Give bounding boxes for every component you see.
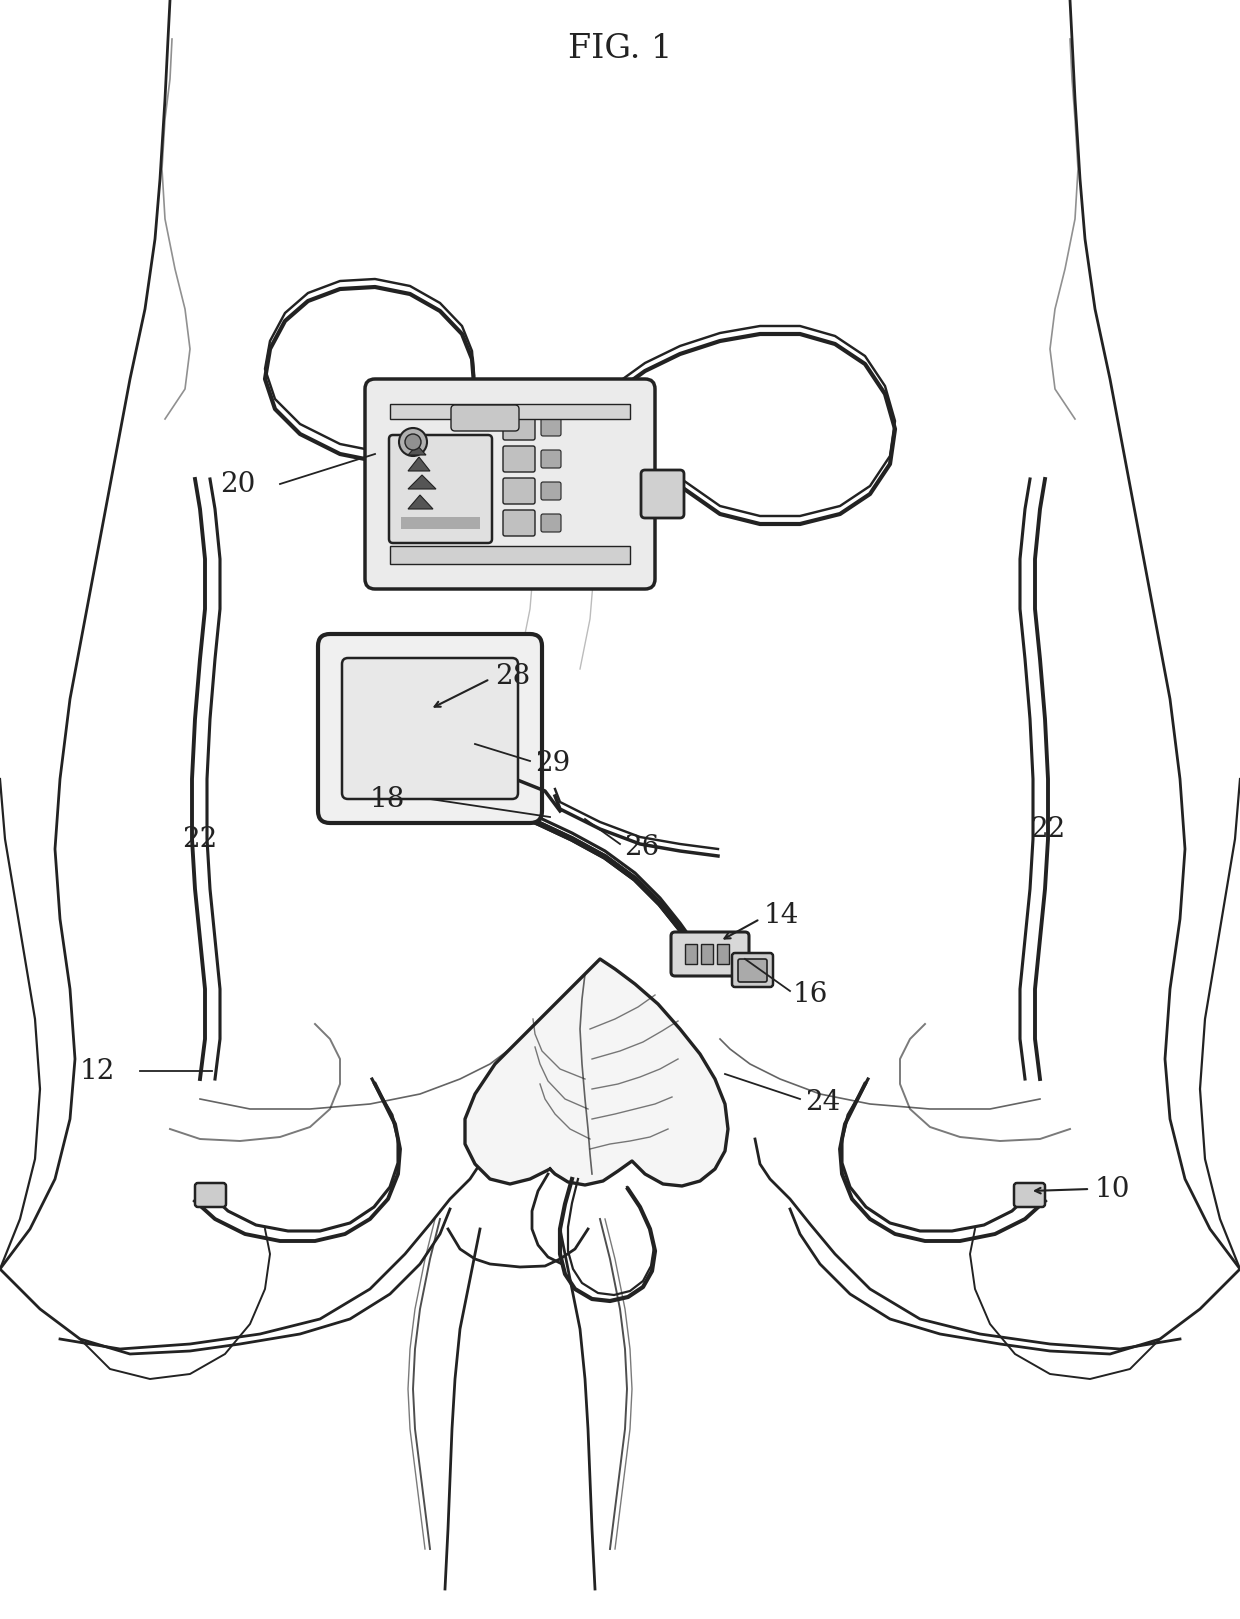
Polygon shape bbox=[465, 958, 728, 1187]
FancyBboxPatch shape bbox=[541, 513, 560, 533]
FancyBboxPatch shape bbox=[503, 478, 534, 504]
FancyBboxPatch shape bbox=[541, 418, 560, 436]
Polygon shape bbox=[408, 445, 427, 455]
Polygon shape bbox=[408, 457, 430, 471]
FancyBboxPatch shape bbox=[365, 379, 655, 589]
FancyBboxPatch shape bbox=[641, 470, 684, 518]
Circle shape bbox=[405, 434, 422, 450]
Bar bbox=[401, 516, 480, 529]
FancyBboxPatch shape bbox=[738, 958, 768, 983]
FancyBboxPatch shape bbox=[389, 436, 492, 542]
FancyBboxPatch shape bbox=[503, 510, 534, 536]
FancyBboxPatch shape bbox=[503, 445, 534, 473]
FancyBboxPatch shape bbox=[342, 657, 518, 800]
Text: 26: 26 bbox=[624, 834, 660, 861]
Text: 22: 22 bbox=[1030, 816, 1065, 842]
Text: 24: 24 bbox=[805, 1088, 841, 1115]
Text: 14: 14 bbox=[764, 902, 800, 929]
Bar bbox=[717, 944, 729, 963]
FancyBboxPatch shape bbox=[317, 635, 542, 822]
FancyBboxPatch shape bbox=[451, 405, 520, 431]
Text: 10: 10 bbox=[1095, 1175, 1131, 1203]
Polygon shape bbox=[408, 495, 433, 508]
Text: 28: 28 bbox=[495, 662, 531, 690]
FancyBboxPatch shape bbox=[541, 482, 560, 500]
Text: 18: 18 bbox=[370, 785, 405, 813]
FancyBboxPatch shape bbox=[541, 450, 560, 468]
Bar bbox=[701, 944, 713, 963]
Text: 12: 12 bbox=[79, 1057, 115, 1085]
Text: 29: 29 bbox=[534, 750, 570, 777]
Text: 20: 20 bbox=[219, 471, 255, 497]
Circle shape bbox=[399, 427, 427, 457]
Text: 16: 16 bbox=[794, 981, 828, 1007]
FancyBboxPatch shape bbox=[1014, 1183, 1045, 1208]
FancyBboxPatch shape bbox=[732, 954, 773, 988]
FancyBboxPatch shape bbox=[195, 1183, 226, 1208]
Text: 22: 22 bbox=[182, 826, 217, 853]
Polygon shape bbox=[408, 474, 436, 489]
Bar bbox=[391, 546, 630, 563]
FancyBboxPatch shape bbox=[671, 933, 749, 976]
FancyBboxPatch shape bbox=[503, 414, 534, 440]
Bar bbox=[391, 405, 630, 419]
Text: FIG. 1: FIG. 1 bbox=[568, 32, 672, 65]
Bar bbox=[684, 944, 697, 963]
